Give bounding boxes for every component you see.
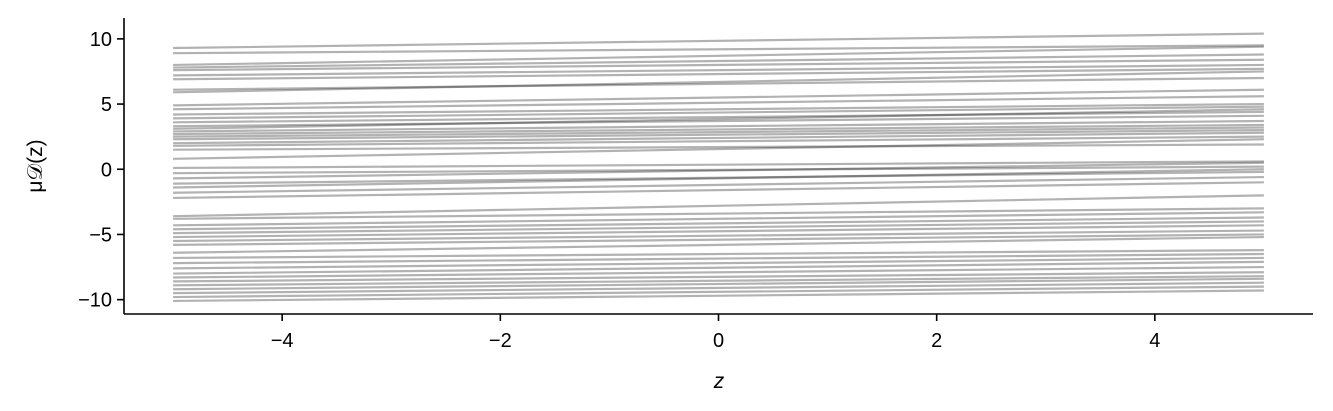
series-line-9 [173,70,1264,94]
series-line-2 [173,44,1264,55]
x-tick-label: 0 [713,330,724,352]
series-line-43 [173,256,1264,270]
series-line-44 [173,260,1264,275]
series-line-29 [173,168,1264,189]
series-line-18 [173,123,1264,136]
series-line-17 [173,119,1264,133]
series-line-16 [173,108,1264,130]
series-line-1 [173,32,1264,50]
series-line-21 [173,131,1264,145]
series-line-36 [173,220,1264,235]
series-line-15 [173,114,1264,128]
series-line-12 [173,102,1264,116]
series-line-7 [173,67,1264,81]
x-tick-label: 4 [1149,330,1160,352]
series-line-32 [173,194,1264,218]
y-tick-label: −5 [89,224,112,246]
series-line-27 [173,161,1264,180]
series-line-33 [173,207,1264,220]
series-line-48 [173,277,1264,291]
series-line-26 [173,165,1264,175]
series-line-6 [173,63,1264,77]
series-lines [173,32,1264,303]
x-ticks: −4 −2 0 2 4 [271,314,1160,352]
x-axis-label: z [713,370,725,393]
x-tick-label: −2 [489,330,512,352]
y-tick-label: 5 [101,94,112,116]
series-line-31 [173,181,1264,200]
series-line-4 [173,53,1264,69]
x-tick-label: −4 [271,330,294,352]
series-line-46 [173,271,1264,283]
series-line-5 [173,58,1264,72]
series-line-30 [173,175,1264,194]
series-line-34 [173,211,1264,227]
series-line-49 [173,281,1264,295]
y-ticks: 10 5 0 −5 −10 [78,29,124,312]
series-line-14 [173,110,1264,124]
series-line-47 [173,275,1264,287]
series-line-13 [173,105,1264,120]
series-line-25 [173,160,1264,170]
y-tick-label: 10 [90,29,112,51]
series-line-28 [173,170,1264,185]
series-line-45 [173,265,1264,279]
series-line-37 [173,224,1264,239]
series-line-51 [173,289,1264,303]
series-line-42 [173,252,1264,265]
series-line-50 [173,285,1264,299]
x-tick-label: 2 [931,330,942,352]
series-line-39 [173,233,1264,246]
y-tick-label: −10 [78,290,112,312]
series-line-8 [173,76,1264,91]
series-line-40 [173,235,1264,254]
y-tick-label: 0 [101,159,112,181]
series-line-20 [173,129,1264,141]
series-line-10 [173,88,1264,107]
series-line-35 [173,216,1264,231]
series-line-22 [173,135,1264,147]
series-line-24 [173,138,1264,160]
series-line-38 [173,229,1264,243]
series-line-19 [173,126,1264,138]
series-line-11 [173,95,1264,111]
y-axis-label: μ𝒟(z) [24,139,47,192]
series-line-41 [173,249,1264,260]
series-line-3 [173,45,1264,67]
series-line-23 [173,143,1264,151]
